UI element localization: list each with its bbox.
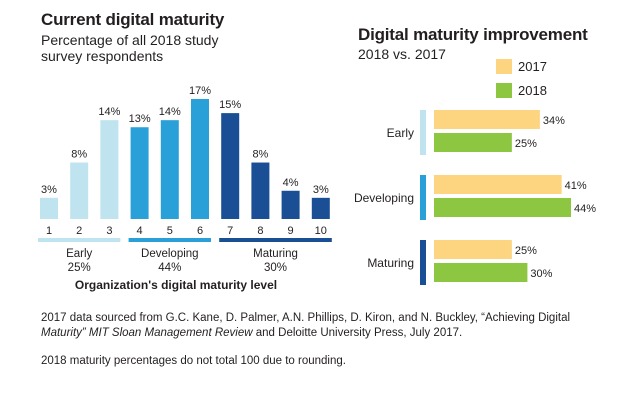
bar-value-label: 14% bbox=[98, 106, 120, 118]
group-bracket-early bbox=[38, 238, 121, 242]
group-percentage: 44% bbox=[158, 262, 181, 274]
legend-label: 2017 bbox=[518, 59, 547, 74]
x-tick-label: 3 bbox=[106, 225, 112, 237]
bar-level-10 bbox=[311, 197, 330, 219]
rounding-note: 2018 maturity percentages do not total 1… bbox=[41, 355, 346, 367]
category-label: Early bbox=[387, 126, 414, 140]
bar-level-7 bbox=[221, 113, 240, 219]
group-label: Early bbox=[66, 248, 92, 260]
bar-2018-early bbox=[434, 133, 512, 152]
group-bracket-developing bbox=[128, 238, 211, 242]
bar-value-label: 3% bbox=[41, 184, 57, 196]
legend-swatch-2018 bbox=[496, 83, 512, 98]
bar-value-label: 25% bbox=[515, 138, 537, 150]
x-tick-label: 6 bbox=[197, 225, 203, 237]
category-marker-early bbox=[420, 110, 426, 155]
x-tick-label: 8 bbox=[257, 225, 263, 237]
bar-level-9 bbox=[281, 190, 300, 219]
footnote-text-1: 2017 data sourced from G.C. Kane, D. Pal… bbox=[41, 312, 571, 324]
x-tick-label: 10 bbox=[315, 225, 327, 237]
bar-2017-maturing bbox=[434, 240, 512, 259]
bar-level-2 bbox=[70, 162, 89, 219]
bar-2017-early bbox=[434, 110, 540, 129]
bar-value-label: 15% bbox=[219, 99, 241, 111]
legend-label: 2018 bbox=[518, 83, 547, 98]
category-marker-developing bbox=[420, 175, 426, 220]
bar-value-label: 14% bbox=[159, 106, 181, 118]
bar-value-label: 13% bbox=[129, 113, 151, 125]
group-percentage: 30% bbox=[264, 262, 287, 274]
x-axis-label: Organization's digital maturity level bbox=[75, 278, 277, 292]
bar-2018-developing bbox=[434, 198, 571, 217]
group-bracket-maturing bbox=[219, 238, 332, 242]
x-tick-label: 2 bbox=[76, 225, 82, 237]
footnote-text-2: and Deloitte University Press, July 2017… bbox=[252, 327, 463, 339]
source-footnote: 2017 data sourced from G.C. Kane, D. Pal… bbox=[41, 311, 621, 341]
x-tick-label: 7 bbox=[227, 225, 233, 237]
group-percentage: 25% bbox=[68, 262, 91, 274]
category-label: Developing bbox=[354, 191, 414, 205]
right-bar-chart: 2017 2018 Early 34% 25% Developing 41% 44% Matur… bbox=[354, 59, 596, 285]
bar-level-4 bbox=[130, 127, 149, 219]
left-bar-chart: 3% 1 8% 2 14% 3 13% 4 14% 5 17% 6 15% 7 8% 8 4% 9 3% 10 Earl… bbox=[38, 85, 332, 292]
group-label: Developing bbox=[141, 248, 199, 260]
left-chart-subtitle-line2: survey respondents bbox=[41, 48, 164, 64]
bar-value-label: 44% bbox=[574, 203, 596, 215]
bar-value-label: 8% bbox=[252, 149, 268, 161]
bar-value-label: 4% bbox=[283, 177, 299, 189]
bar-value-label: 3% bbox=[313, 184, 329, 196]
bar-level-1 bbox=[40, 197, 58, 219]
bar-value-label: 17% bbox=[189, 85, 211, 97]
bar-level-5 bbox=[160, 120, 179, 219]
bar-value-label: 30% bbox=[530, 268, 552, 280]
left-chart-subtitle-line1: Percentage of all 2018 study bbox=[41, 32, 219, 48]
bar-level-3 bbox=[100, 120, 119, 219]
category-marker-maturing bbox=[420, 240, 426, 285]
bar-value-label: 25% bbox=[515, 245, 537, 257]
x-tick-label: 9 bbox=[288, 225, 294, 237]
bar-2018-maturing bbox=[434, 263, 528, 282]
bar-value-label: 8% bbox=[71, 149, 87, 161]
x-tick-label: 4 bbox=[137, 225, 143, 237]
category-label: Maturing bbox=[367, 256, 414, 270]
x-tick-label: 5 bbox=[167, 225, 173, 237]
right-chart-subtitle: 2018 vs. 2017 bbox=[358, 46, 446, 62]
bar-value-label: 34% bbox=[543, 115, 565, 127]
bar-2017-developing bbox=[434, 175, 562, 194]
bar-value-label: 41% bbox=[565, 180, 587, 192]
footnote-journal: Maturity” MIT Sloan Management Review bbox=[41, 327, 253, 339]
bar-level-8 bbox=[251, 162, 270, 219]
x-tick-label: 1 bbox=[46, 225, 52, 237]
group-label: Maturing bbox=[253, 248, 298, 260]
left-chart-title: Current digital maturity bbox=[41, 10, 225, 29]
bar-level-6 bbox=[191, 99, 209, 219]
legend-swatch-2017 bbox=[496, 59, 512, 74]
right-chart-title: Digital maturity improvement bbox=[358, 25, 588, 44]
